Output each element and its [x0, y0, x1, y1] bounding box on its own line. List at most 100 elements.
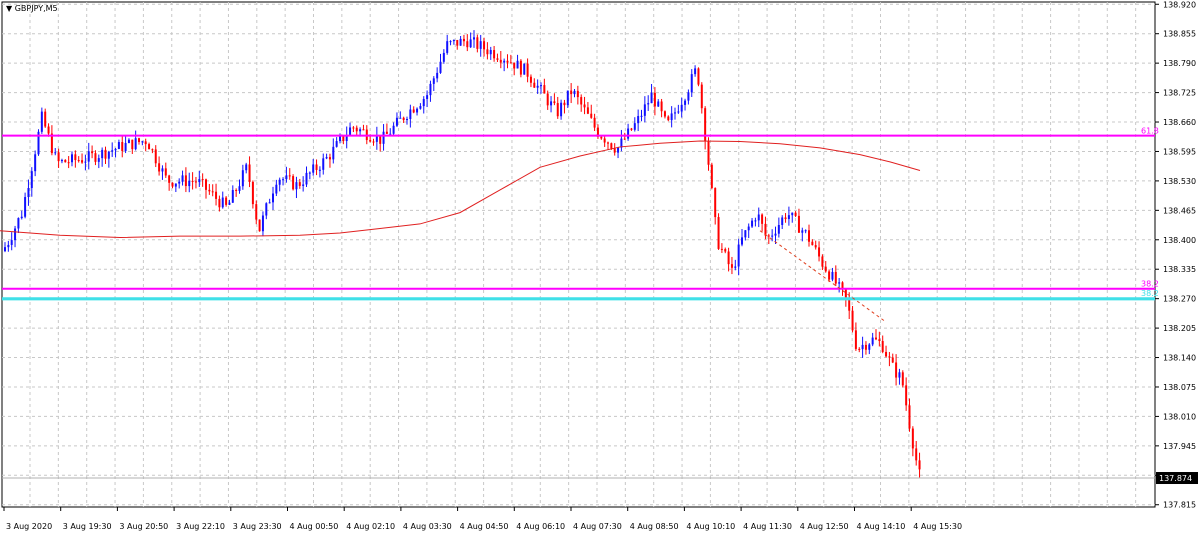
candle-body: [235, 190, 238, 192]
candle-body: [285, 175, 288, 180]
candle-body: [663, 111, 666, 117]
candle-body: [657, 101, 660, 107]
candle-body: [710, 164, 713, 189]
candle-body: [680, 104, 683, 112]
candle-body: [687, 92, 690, 101]
candle-body: [690, 74, 693, 93]
candle-body: [34, 154, 37, 172]
candle-body: [221, 197, 224, 208]
y-tick-label: 138.010: [1163, 412, 1196, 421]
candle-body: [325, 157, 328, 159]
candle-body: [610, 143, 613, 149]
candle-body: [282, 179, 285, 181]
candle-body: [402, 117, 405, 121]
candle-body: [888, 356, 891, 358]
candle-body: [570, 90, 573, 95]
candle-body: [412, 109, 415, 113]
candle-body: [77, 160, 80, 162]
y-tick-label: 138.335: [1163, 265, 1196, 274]
candle-body: [74, 154, 77, 161]
candle-body: [607, 142, 609, 144]
candle-body: [241, 170, 244, 187]
candle-body: [623, 138, 626, 140]
x-tick-label: 4 Aug 10:10: [686, 522, 735, 531]
candle-body: [643, 104, 646, 116]
candle-body: [543, 85, 546, 94]
candle-body: [302, 184, 305, 186]
candle-body: [540, 85, 542, 87]
candle-body: [583, 104, 586, 108]
candle-body: [831, 271, 834, 280]
candle-body: [667, 116, 670, 121]
x-tick-label: 4 Aug 11:30: [743, 522, 792, 531]
candle-body: [573, 90, 576, 95]
candle-body: [37, 131, 40, 155]
candle-body: [94, 153, 97, 162]
candle-body: [627, 128, 630, 139]
candle-body: [821, 256, 824, 267]
candle-body: [516, 60, 519, 69]
candle-body: [791, 212, 794, 216]
candle-body: [794, 212, 797, 216]
candle-body: [50, 133, 53, 154]
candle-body: [473, 37, 475, 40]
candle-body: [251, 181, 254, 205]
candle-body: [308, 172, 311, 174]
candle-body: [462, 38, 465, 42]
candle-body: [653, 92, 656, 107]
candle-body: [409, 109, 412, 119]
candle-body: [392, 125, 395, 134]
candle-body: [84, 161, 87, 163]
candle-body: [801, 230, 804, 233]
candle-body: [272, 193, 274, 203]
candle-body: [838, 282, 841, 284]
candle-body: [915, 448, 918, 461]
candle-body: [895, 362, 898, 378]
candle-body: [211, 191, 214, 193]
candle-body: [519, 60, 522, 75]
candle-body: [134, 138, 137, 150]
y-tick-label: 138.205: [1163, 324, 1196, 333]
candle-body: [318, 169, 321, 171]
candle-body: [881, 341, 884, 352]
candle-body: [372, 141, 375, 143]
y-tick-label: 138.725: [1163, 89, 1196, 98]
candle-body: [201, 179, 204, 181]
candle-body: [452, 39, 455, 42]
candle-body: [784, 217, 787, 220]
x-tick-label: 3 Aug 22:10: [176, 522, 225, 531]
candle-body: [586, 107, 589, 114]
candle-body: [64, 159, 67, 163]
candle-body: [496, 58, 499, 60]
candle-body: [208, 189, 211, 192]
y-tick-label: 138.530: [1163, 177, 1196, 186]
candle-body: [312, 164, 315, 173]
candle-body: [741, 237, 743, 245]
candle-body: [536, 85, 539, 88]
candle-body: [593, 117, 596, 128]
candle-body: [858, 348, 861, 350]
candle-body: [446, 41, 449, 53]
candle-body: [205, 179, 207, 190]
candle-body: [385, 131, 388, 134]
candle-body: [844, 289, 847, 299]
collapse-triangle-icon[interactable]: ▼: [6, 4, 13, 13]
x-tick-label: 4 Aug 14:10: [857, 522, 906, 531]
candle-body: [834, 271, 837, 284]
candle-body: [144, 141, 147, 145]
candle-body: [499, 59, 502, 63]
candle-body: [824, 266, 827, 272]
candle-body: [596, 127, 599, 137]
candle-body: [814, 245, 817, 248]
x-tick-label: 4 Aug 15:30: [913, 522, 962, 531]
candle-body: [600, 136, 603, 139]
x-tick-label: 3 Aug 20:50: [119, 522, 168, 531]
candle-body: [362, 129, 365, 131]
candle-body: [483, 41, 486, 50]
candle-body: [188, 180, 191, 187]
candle-body: [767, 235, 770, 237]
candle-body: [395, 117, 398, 126]
candle-body: [158, 163, 161, 172]
